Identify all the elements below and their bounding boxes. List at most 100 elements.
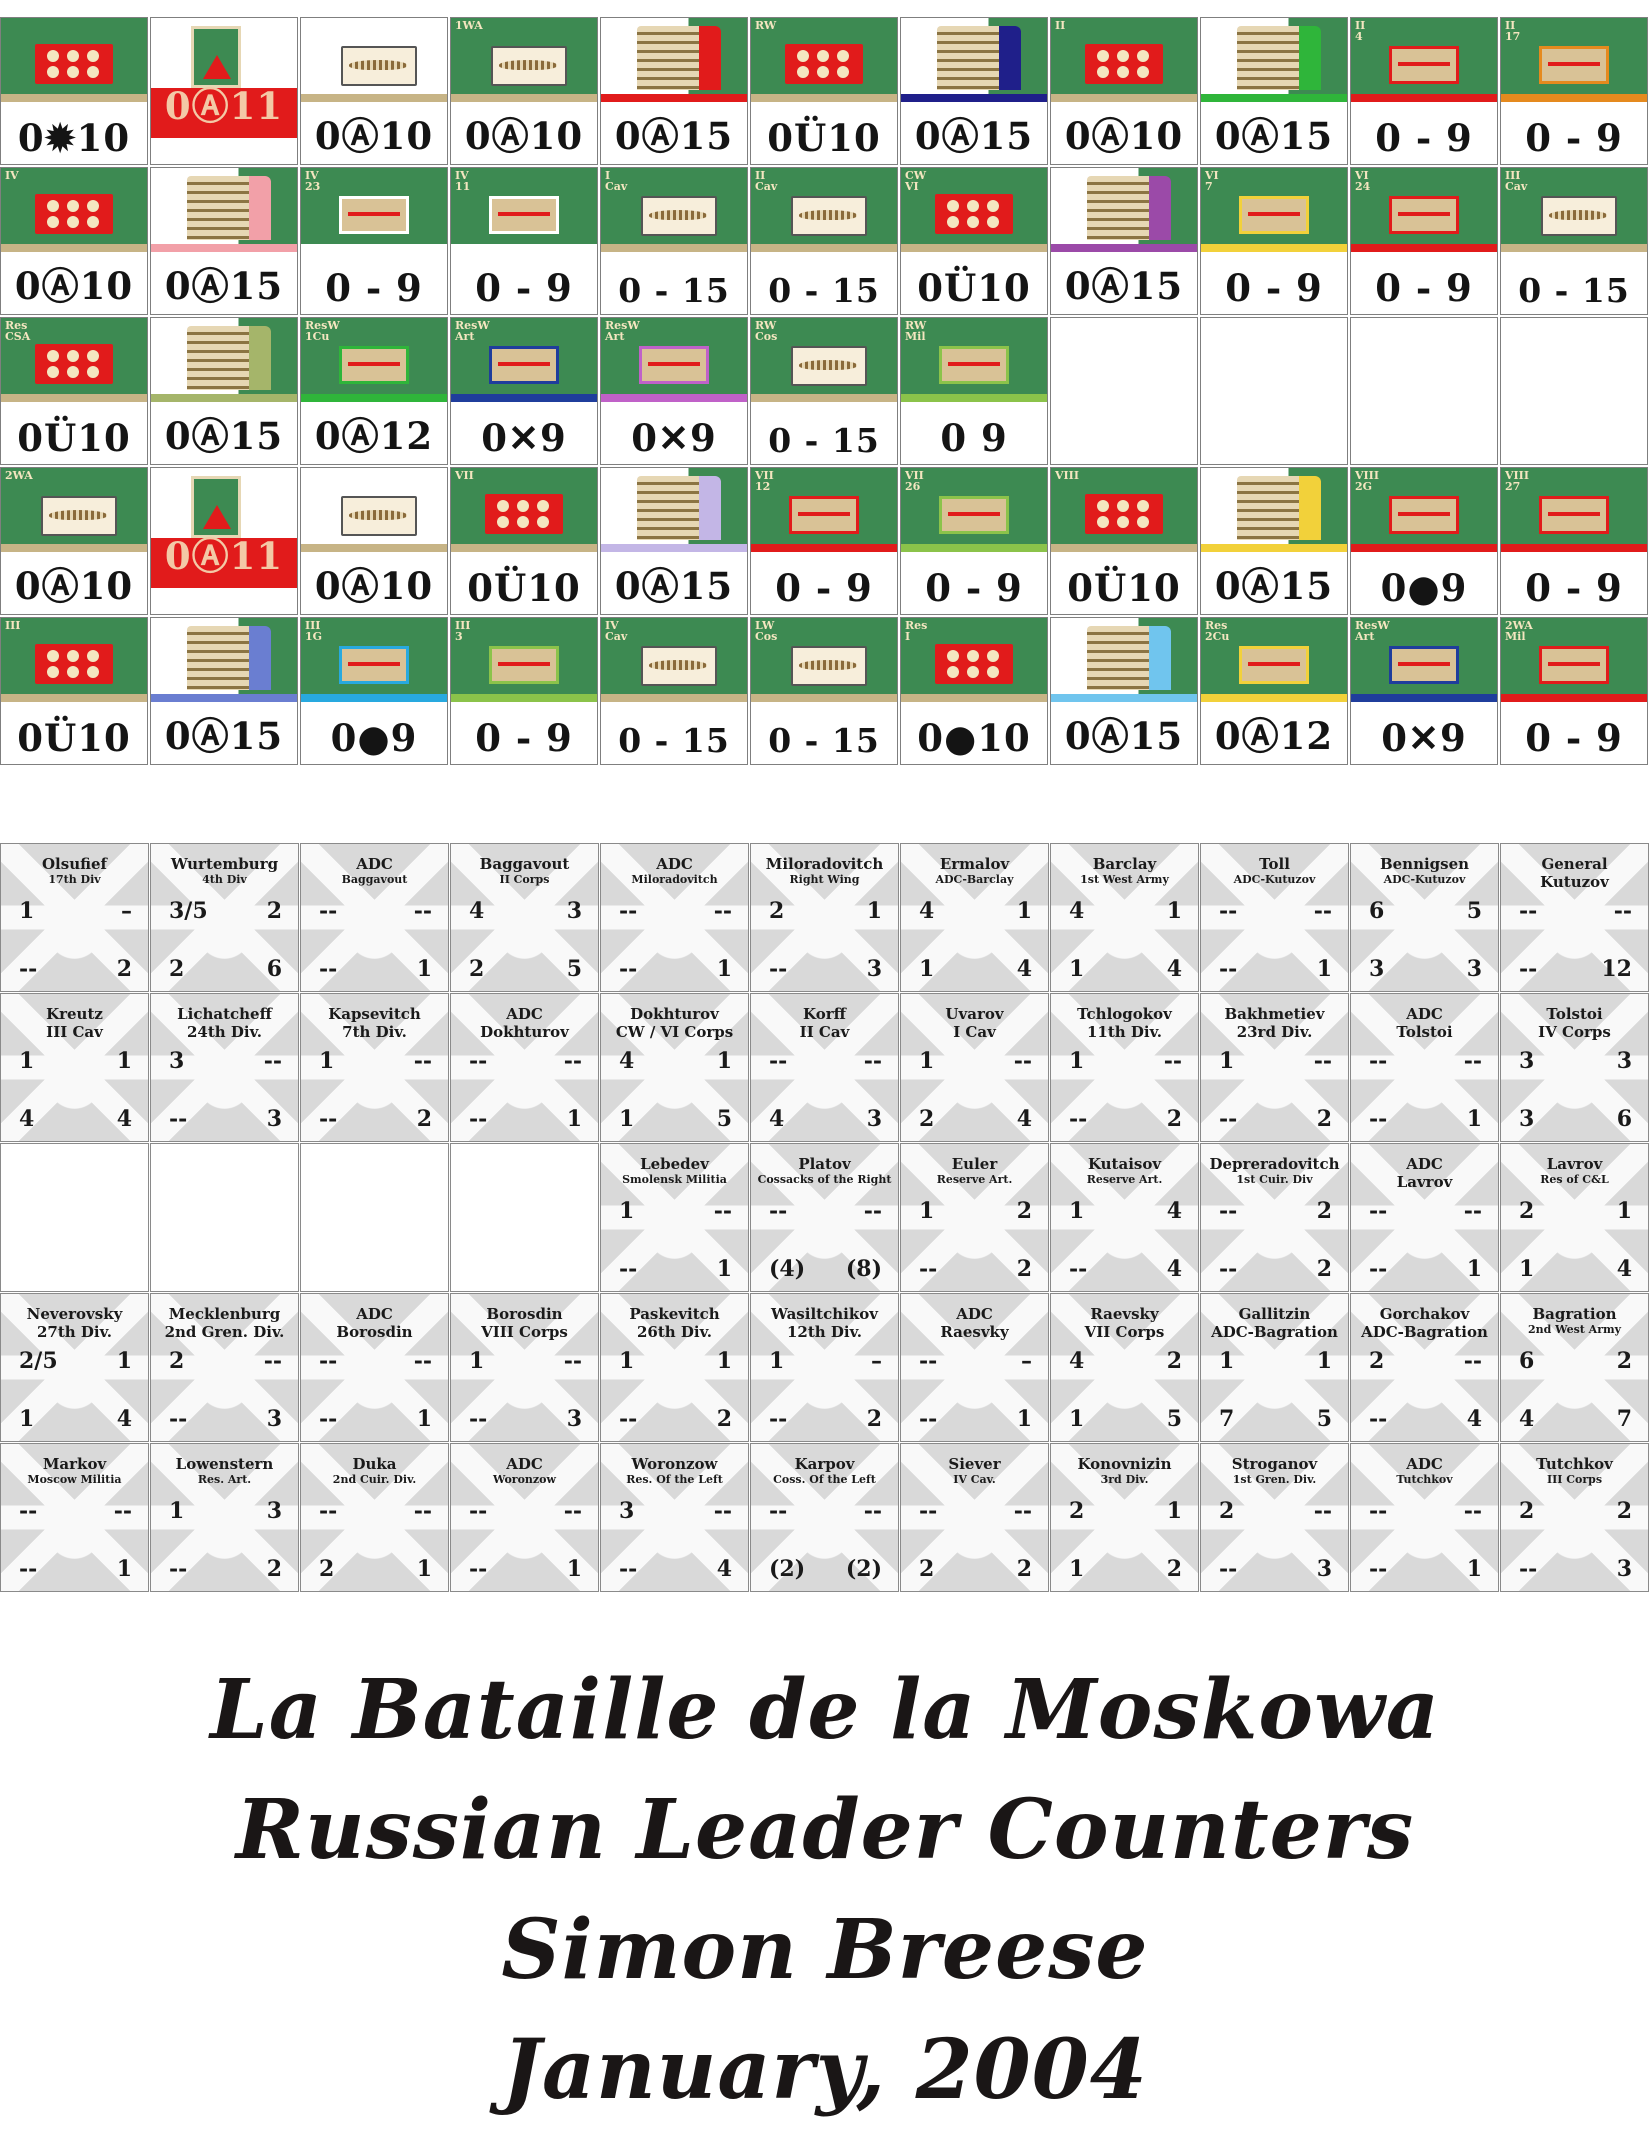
leader-rating-tl: 4: [619, 1048, 635, 1074]
counter-banner: [1, 18, 147, 94]
leader-name: Ermalov: [939, 855, 1010, 873]
leader-rating-tr: 2: [1616, 1498, 1632, 1524]
leader-name: Tolstoi: [1546, 1005, 1603, 1023]
counter-banner: IV 11: [451, 168, 597, 244]
leader-rating-bl: --: [19, 1556, 38, 1582]
leader-rating-br: 4: [1166, 956, 1182, 982]
leader-name: Woronzow: [631, 1455, 718, 1473]
leader-command: Right Wing: [789, 873, 860, 886]
leader-name: Gorchakov: [1379, 1305, 1470, 1323]
leader-rating-bl: --: [1069, 1106, 1088, 1132]
counter-stripe: [1501, 694, 1647, 702]
leader-rating-tl: --: [469, 1498, 488, 1524]
leader-rating-tl: 3/5: [169, 898, 208, 924]
leader-rating-bl: --: [919, 1406, 938, 1432]
leader-command: Dokhturov: [480, 1023, 569, 1041]
leader-counter: Borosdin VIII Corps 1 -- -- 3: [450, 1293, 599, 1442]
headquarters-symbol: [789, 496, 859, 534]
counter-banner: [1051, 168, 1197, 244]
leader-counter: Lichatcheff 24th Div. 3 -- -- 3: [150, 993, 299, 1142]
counter-strength-values: 0 - 15: [768, 271, 880, 310]
counter-banner: 2WA: [1, 468, 147, 544]
leader-command: 23rd Div.: [1236, 1023, 1313, 1041]
counter-stripe: [1501, 94, 1647, 102]
leader-rating-tr: --: [1463, 1048, 1482, 1074]
counter-stripe: [1351, 544, 1497, 552]
leader-rating-tl: 3: [169, 1048, 185, 1074]
counter-strength-values: 0 - 9: [775, 566, 873, 610]
unit-counter-sheet: 0✹10 0Ⓐ11 0Ⓐ10 1WA 0Ⓐ10 0Ⓐ15 RW 0Ü10 0Ⓐ15 II 0Ⓐ10 0…: [0, 17, 1650, 767]
leader-rating-tr: --: [713, 1498, 732, 1524]
counter-banner: [151, 468, 297, 544]
counter-stripe: [901, 544, 1047, 552]
counter-banner: II 4: [1351, 18, 1497, 94]
leader-name: Mecklenburg: [168, 1305, 281, 1323]
counter-banner: Res 2Cu: [1201, 618, 1347, 694]
leader-rating-br: 2: [116, 956, 132, 982]
leader-rating-br: 5: [566, 956, 582, 982]
unit-counter: Res CSA 0Ü10: [0, 317, 148, 465]
leader-rating-bl: --: [619, 1406, 638, 1432]
counter-strength-values: 0Ⓐ15: [164, 414, 284, 458]
leader-name: Stroganov: [1231, 1455, 1318, 1473]
counter-stripe: [1501, 544, 1647, 552]
leader-name: Konovnizin: [1077, 1455, 1172, 1473]
leader-rating-br: 3: [866, 956, 882, 982]
counter-strength-values: 0 - 15: [618, 721, 730, 760]
unit-counter: IV Cav 0 - 15: [600, 617, 748, 765]
leader-command: ADC-Bagration: [1361, 1323, 1488, 1341]
counter-strength-values: 0Ⓐ15: [614, 564, 734, 608]
counter-banner: 2WA Mil: [1501, 618, 1647, 694]
leader-rating-bl: (2): [769, 1556, 806, 1582]
leader-counter: Baggavout II Corps 4 3 2 5: [450, 843, 599, 992]
leader-rating-bl: 2: [469, 956, 485, 982]
counter-strength-values: 0✹10: [17, 116, 131, 160]
counter-banner: [1201, 468, 1347, 544]
leader-counter: Paskevitch 26th Div. 1 1 -- 2: [600, 1293, 749, 1442]
counter-formation-label: III: [5, 619, 21, 632]
counter-formation-label: CW VI: [905, 169, 927, 193]
leader-rating-tl: 1: [619, 1348, 635, 1374]
leader-rating-tr: --: [1313, 898, 1332, 924]
counter-strength-values: 0 - 9: [1525, 116, 1623, 160]
leader-rating-br: 3: [266, 1406, 282, 1432]
leader-name: Depreradovitch: [1209, 1155, 1340, 1173]
unit-counter: 0Ⓐ15: [600, 467, 748, 615]
leader-rating-tl: 1: [469, 1348, 485, 1374]
leader-rating-tr: --: [1463, 1348, 1482, 1374]
leader-counter: Lowenstern Res. Art. 1 3 -- 2: [150, 1443, 299, 1592]
headquarters-symbol: [1389, 496, 1459, 534]
counter-stripe: [301, 694, 447, 702]
unit-counter: 0Ⓐ15: [1200, 467, 1348, 615]
unit-counter: [1200, 317, 1348, 465]
counter-banner: II: [1051, 18, 1197, 94]
leader-rating-bl: 4: [19, 1106, 35, 1132]
headquarters-symbol: [339, 196, 409, 234]
leader-counter: ADC Baggavout -- -- -- 1: [300, 843, 449, 992]
uniform-color-swatch: [699, 26, 721, 90]
leader-name: Siever: [948, 1455, 1001, 1473]
leader-rating-tr: 1: [116, 1048, 132, 1074]
leader-rating-tl: 2: [169, 1348, 185, 1374]
counter-stripe: [451, 394, 597, 402]
uniform-color-swatch: [1299, 476, 1321, 540]
leader-rating-bl: --: [1369, 1106, 1388, 1132]
headquarters-symbol: [1539, 496, 1609, 534]
leader-command: 11th Div.: [1086, 1023, 1163, 1041]
unit-counter: 0Ⓐ10: [300, 17, 448, 165]
leader-rating-bl: 1: [619, 1106, 635, 1132]
leader-rating-bl: --: [169, 1406, 188, 1432]
counter-formation-label: LW Cos: [755, 619, 778, 643]
cavalry-plume-symbol: [341, 46, 417, 86]
leader-rating-br: 6: [266, 956, 282, 982]
leader-rating-br: 1: [1466, 1256, 1482, 1282]
leader-rating-tr: --: [1313, 1048, 1332, 1074]
counter-strength-values: 0 - 9: [475, 716, 573, 760]
leader-counter: Gorchakov ADC-Bagration 2 -- -- 4: [1350, 1293, 1499, 1442]
leader-rating-br: 3: [866, 1106, 882, 1132]
unit-counter: 2WA 0Ⓐ10: [0, 467, 148, 615]
leader-command: II Corps: [499, 873, 550, 886]
leader-rating-tr: 1: [716, 1348, 732, 1374]
counter-formation-label: 2WA Mil: [1505, 619, 1533, 643]
leader-rating-br: 6: [1616, 1106, 1632, 1132]
